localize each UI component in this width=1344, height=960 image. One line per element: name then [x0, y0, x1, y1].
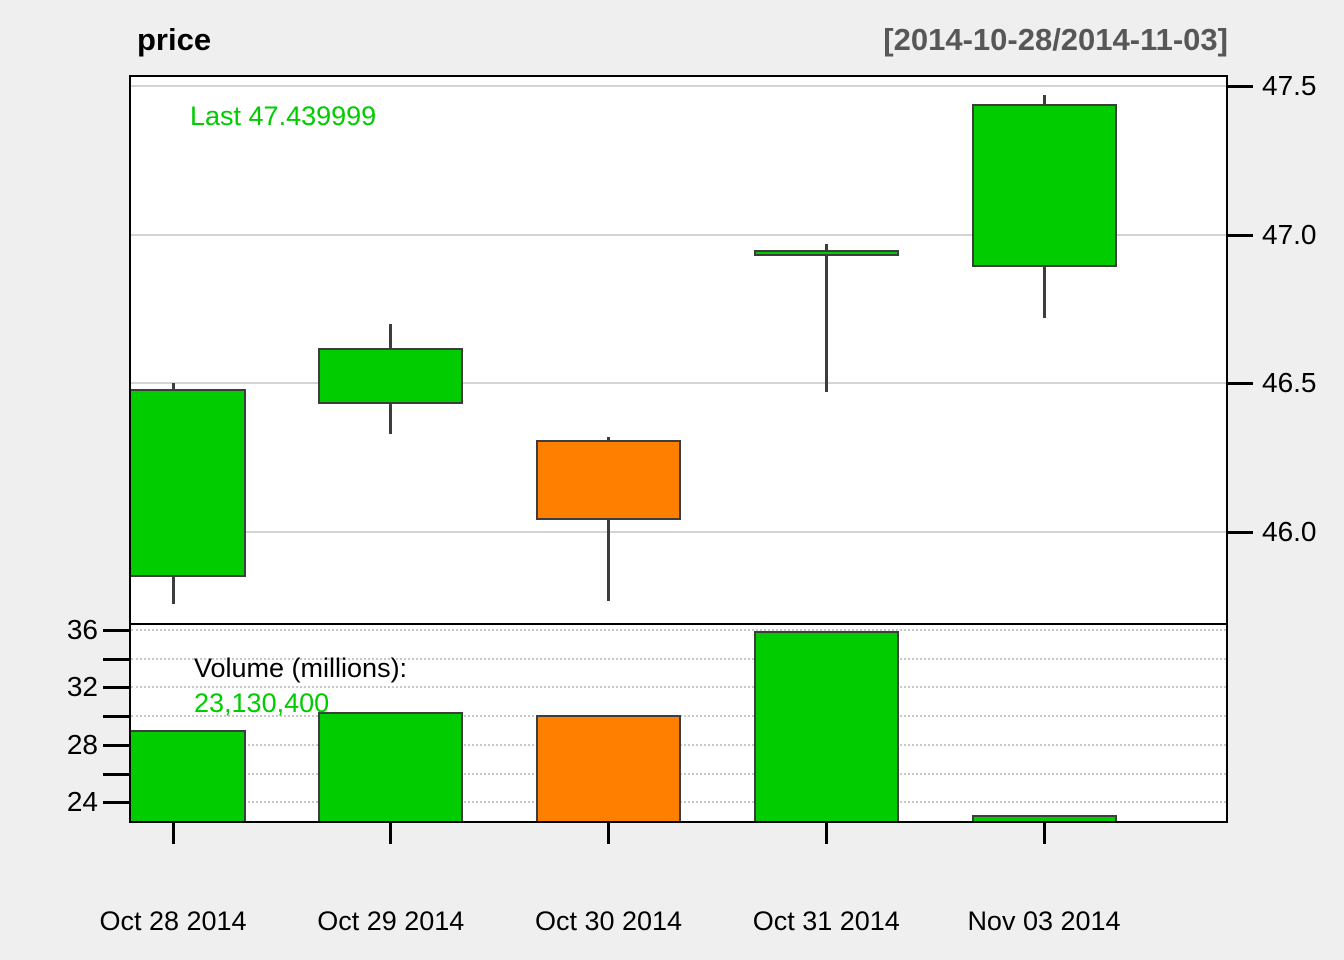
price-axis-tick: [1228, 382, 1253, 386]
x-axis-label: Oct 31 2014: [752, 906, 900, 936]
candle-body: [536, 440, 681, 521]
price-gridline: [131, 382, 1226, 385]
volume-bar: [131, 730, 246, 821]
volume-gridline: [131, 657, 1226, 660]
x-axis-tick: [607, 823, 610, 844]
volume-axis-tick: [103, 743, 129, 747]
volume-bar: [971, 814, 1117, 821]
volume-axis-label: 36: [66, 614, 98, 646]
volume-value-label: 23,130,400: [194, 688, 330, 718]
x-axis-tick: [1042, 823, 1046, 844]
volume-axis-tick: [103, 686, 129, 690]
price-gridline: [131, 84, 1226, 87]
x-axis-label: Nov 03 2014: [967, 906, 1121, 936]
page-title: price: [137, 22, 212, 57]
x-axis-label: Oct 28 2014: [99, 906, 247, 936]
price-axis-label: 47.5: [1262, 69, 1317, 101]
volume-axis-tick: [103, 772, 129, 776]
price-axis-label: 46.5: [1262, 367, 1317, 399]
candle-body: [971, 103, 1117, 268]
volume-bar: [318, 711, 464, 821]
candle-body: [131, 389, 246, 577]
volume-axis-tick: [103, 629, 129, 633]
x-axis-tick: [171, 823, 175, 844]
volume-bar: [536, 714, 681, 821]
price-axis-label: 46.0: [1262, 516, 1317, 548]
volume-axis-tick: [103, 657, 129, 661]
chart-header: price [2014-10-28/2014-11-03]: [129, 22, 1228, 58]
last-price-label: Last 47.439999: [190, 101, 377, 131]
price-gridline: [131, 531, 1226, 534]
volume-axis-label: 32: [66, 671, 98, 703]
volume-axis-label: 24: [66, 786, 98, 818]
volume-axis-label: 28: [66, 728, 98, 760]
price-axis-tick: [1228, 233, 1253, 237]
x-axis-tick: [389, 823, 393, 844]
volume-gridline: [131, 686, 1226, 689]
price-axis-tick: [1228, 531, 1253, 535]
volume-bar: [753, 631, 899, 821]
date-range-label: [2014-10-28/2014-11-03]: [883, 22, 1228, 57]
x-axis-label: Oct 29 2014: [317, 906, 465, 936]
price-axis-tick: [1228, 84, 1253, 88]
x-axis-label: Oct 30 2014: [534, 906, 683, 936]
candle-body: [318, 347, 464, 405]
price-axis-label: 47.0: [1262, 218, 1317, 250]
price-gridline: [131, 233, 1226, 236]
volume-axis-tick: [103, 715, 129, 719]
candle-body: [753, 249, 899, 256]
price-panel: [129, 75, 1228, 625]
volume-gridline: [131, 629, 1226, 632]
volume-panel: [129, 625, 1228, 823]
volume-title: Volume (millions):: [194, 653, 408, 683]
candle-wick: [824, 243, 828, 393]
x-axis-tick: [824, 823, 828, 844]
volume-axis-tick: [103, 801, 129, 805]
